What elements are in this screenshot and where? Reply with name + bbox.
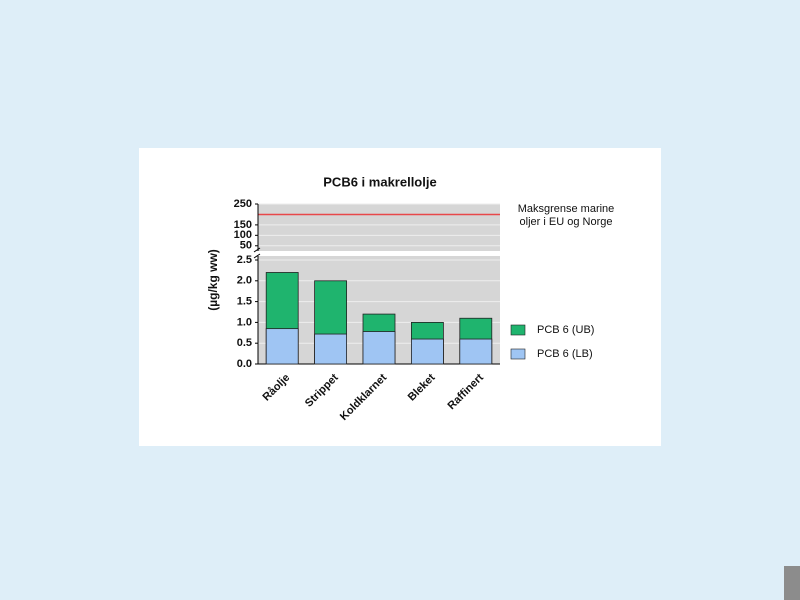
reference-label: Maksgrense marine	[518, 203, 615, 215]
y-tick-label: 150	[234, 219, 252, 231]
y-tick-label: 250	[234, 198, 252, 210]
axis-break	[253, 253, 261, 259]
y-tick-label: 1.5	[237, 296, 252, 308]
y-tick-label: 2.5	[237, 254, 252, 266]
legend-label: PCB 6 (UB)	[537, 324, 594, 336]
y-tick-label: 1.0	[237, 316, 252, 328]
bar	[459, 338, 493, 365]
y-tick-label: 0.0	[237, 358, 252, 370]
legend-swatch	[510, 348, 526, 360]
y-tick-label: 100	[234, 229, 252, 241]
bar	[265, 328, 299, 365]
reference-label: oljer i EU og Norge	[520, 216, 613, 228]
bar	[362, 331, 396, 365]
y-axis-label: (µg/kg ww)	[206, 249, 220, 311]
y-tick-label: 50	[240, 240, 252, 252]
bar	[314, 333, 348, 365]
chart-title: PCB6 i makrellolje	[323, 174, 436, 189]
y-tick-label: 2.0	[237, 275, 252, 287]
bar	[410, 338, 444, 365]
corner-block	[784, 566, 800, 600]
y-tick-label: 0.5	[237, 337, 252, 349]
plot-background	[258, 204, 500, 251]
axis-break	[253, 247, 261, 253]
legend-label: PCB 6 (LB)	[537, 348, 593, 360]
legend-swatch	[510, 324, 526, 336]
